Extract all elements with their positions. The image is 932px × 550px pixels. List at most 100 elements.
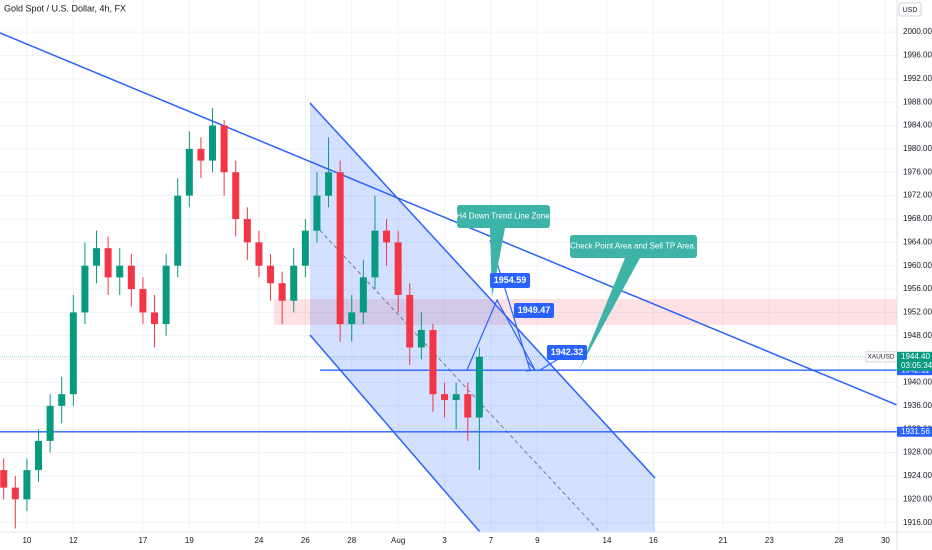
- level-label: 1931.56: [901, 427, 930, 436]
- candle-body: [11, 487, 19, 500]
- x-tick-label: 24: [254, 536, 263, 545]
- axes: 1916.001920.001924.001928.001932.001936.…: [22, 27, 932, 545]
- levels: [0, 356, 897, 433]
- target-box: [490, 273, 530, 288]
- x-tick-label: 12: [69, 536, 78, 545]
- candle-body: [209, 125, 217, 161]
- x-tick-label: 17: [138, 536, 147, 545]
- y-tick-label: 1992.00: [903, 74, 932, 83]
- candle-body: [46, 405, 54, 441]
- target-text: 1942.32: [551, 347, 584, 357]
- candle-body: [104, 248, 112, 278]
- candle-body: [464, 394, 472, 418]
- candle-body: [35, 440, 43, 471]
- down-trend-line: [0, 32, 898, 406]
- candle-body: [475, 356, 483, 418]
- y-tick-label: 1972.00: [903, 191, 932, 200]
- candle-body: [151, 312, 159, 325]
- candle-body: [197, 148, 205, 161]
- y-tick-label: 2000.00: [903, 27, 932, 36]
- y-tick-label: 1956.00: [903, 284, 932, 293]
- callout-box: [457, 205, 550, 228]
- candle-body: [290, 265, 298, 301]
- currency-box: [898, 2, 922, 17]
- candle-body: [185, 148, 193, 196]
- candle-body: [452, 394, 460, 401]
- candle-body: [359, 277, 367, 313]
- y-tick-label: 1968.00: [903, 214, 932, 223]
- x-tick-label: 28: [835, 536, 844, 545]
- candle-body: [429, 329, 437, 395]
- candle-body: [255, 242, 263, 266]
- candle-body: [441, 394, 449, 401]
- candle-body: [0, 470, 8, 488]
- candle-body: [174, 195, 182, 266]
- y-tick-label: 1916.00: [903, 518, 932, 527]
- countdown: 03:05:34: [901, 361, 932, 370]
- x-tick-label: 28: [347, 536, 356, 545]
- price-axis: [897, 0, 932, 550]
- candle-body: [23, 470, 31, 500]
- callout-pointer: [580, 258, 640, 368]
- y-tick-label: 1984.00: [903, 121, 932, 130]
- y-tick-label: 1948.00: [903, 331, 932, 340]
- candle-body: [116, 265, 124, 278]
- down-channel: [310, 103, 655, 532]
- channel-upper: [309, 102, 656, 479]
- x-tick-label: Aug: [391, 536, 405, 545]
- y-tick-label: 1988.00: [903, 97, 932, 106]
- channel-lower: [309, 334, 481, 533]
- x-tick-label: 16: [649, 536, 658, 545]
- candle-body: [301, 230, 309, 266]
- x-tick-label: 23: [765, 536, 774, 545]
- last-price: 1944.40: [901, 352, 930, 361]
- x-tick-label: 10: [22, 536, 31, 545]
- candle-body: [406, 294, 414, 348]
- callout-box: [570, 235, 697, 258]
- y-tick-label: 1924.00: [903, 471, 932, 480]
- y-tick-label: 1980.00: [903, 144, 932, 153]
- candle-body: [336, 172, 344, 325]
- x-tick-label: 9: [535, 536, 540, 545]
- candles: [0, 108, 483, 529]
- candle-body: [220, 125, 228, 173]
- y-tick-label: 1960.00: [903, 261, 932, 270]
- y-tick-label: 1952.00: [903, 308, 932, 317]
- x-tick-label: 21: [719, 536, 728, 545]
- x-tick-label: 14: [603, 536, 612, 545]
- y-tick-label: 1964.00: [903, 237, 932, 246]
- y-tick-label: 1940.00: [903, 378, 932, 387]
- candle-body: [417, 329, 425, 348]
- x-tick-label: 19: [185, 536, 194, 545]
- x-tick-label: 7: [489, 536, 494, 545]
- candle-body: [69, 312, 77, 395]
- symbol: XAUUSD: [867, 354, 894, 361]
- candle-body: [232, 172, 240, 219]
- candle-body: [127, 265, 135, 290]
- target-label: 1942.32: [547, 345, 587, 360]
- target-label: 1949.47: [514, 303, 554, 318]
- supply-zone: [274, 299, 897, 325]
- callout-text: H4 Down Trend Line Zone: [456, 212, 550, 221]
- candle-body: [278, 283, 286, 301]
- candle-body: [162, 265, 170, 325]
- candle-body: [267, 265, 275, 284]
- candle-body: [81, 265, 89, 313]
- target-box: [514, 303, 554, 318]
- x-tick-label: 26: [301, 536, 310, 545]
- callout-text: Check Point Area and Sell TP Area.: [570, 242, 696, 251]
- candle-body: [58, 394, 66, 406]
- candle-body: [394, 242, 402, 295]
- target-text: 1954.59: [494, 275, 527, 285]
- y-tick-label: 1976.00: [903, 167, 932, 176]
- candle-body: [348, 312, 356, 325]
- x-tick-label: 30: [881, 536, 890, 545]
- target-box: [547, 345, 587, 360]
- target-label: 1954.59: [490, 273, 530, 288]
- y-tick-label: 1936.00: [903, 401, 932, 410]
- candle-body: [93, 248, 101, 266]
- projection-arrow: [525, 361, 537, 372]
- candle-body: [243, 218, 251, 243]
